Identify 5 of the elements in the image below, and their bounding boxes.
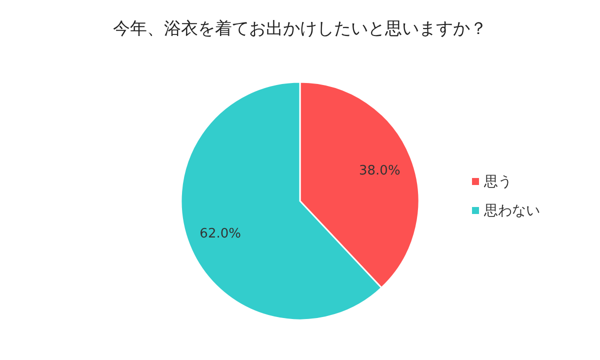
data-label: 38.0%	[359, 163, 400, 178]
legend-label: 思わない	[483, 203, 540, 219]
legend-label: 思う	[483, 174, 512, 190]
chart-title: 今年、浴衣を着てお出かけしたいと思いますか？	[113, 19, 487, 39]
data-label: 62.0%	[200, 226, 241, 242]
